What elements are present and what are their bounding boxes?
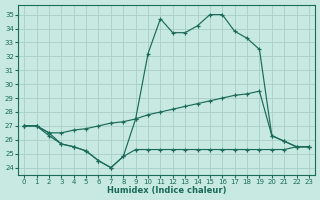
X-axis label: Humidex (Indice chaleur): Humidex (Indice chaleur): [107, 186, 226, 195]
